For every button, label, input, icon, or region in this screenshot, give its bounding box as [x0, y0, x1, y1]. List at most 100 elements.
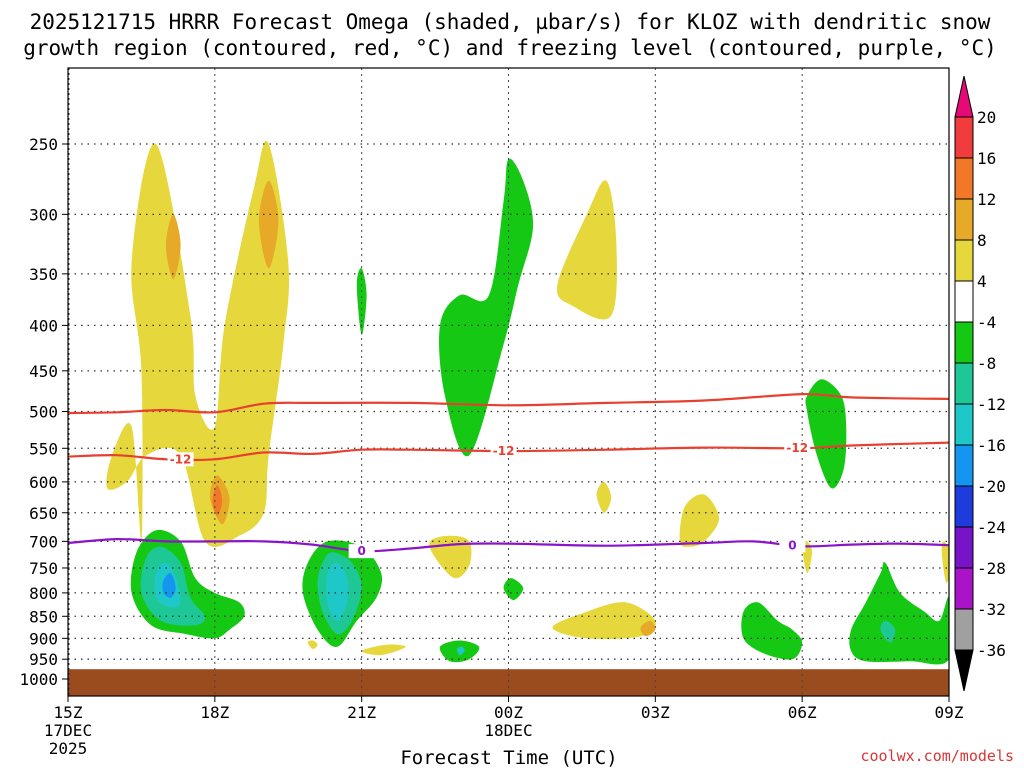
x-tick-label-33: 09Z — [935, 703, 964, 722]
y-tick-label-300: 300 — [29, 205, 58, 224]
colorbar-block-8 — [954, 444, 974, 487]
y-axis-pressure: 250 300 350 400 450 500 550 600 650 700 750 800 850 9… — [19, 135, 68, 689]
colorbar-label-5: -4 — [977, 313, 996, 332]
contour-label-dgz_cold-1: -12 — [493, 444, 515, 458]
omega-region-23 — [326, 562, 349, 621]
x-date-label-24: 18DEC — [484, 721, 532, 740]
colorbar-block-12 — [954, 608, 974, 651]
omega-region-2 — [258, 180, 279, 269]
credit-link[interactable]: coolwx.com/models — [860, 747, 1014, 765]
omega-region-14 — [941, 541, 949, 584]
contour-label-dgz_cold-2: -12 — [786, 441, 808, 455]
omega-region-27 — [741, 602, 803, 660]
colorbar-block-3 — [954, 239, 974, 282]
omega-region-5 — [556, 180, 617, 320]
x-tick-label-27: 03Z — [641, 703, 670, 722]
contour-dgz_warm — [68, 392, 949, 415]
colorbar-block-1 — [954, 157, 974, 200]
colorbar-label-8: -16 — [977, 436, 1006, 455]
y-tick-label-800: 800 — [29, 584, 58, 603]
colorbar-block-0 — [954, 116, 974, 159]
omega-region-26 — [503, 578, 524, 601]
contour-label-bg-freezing_level-0 — [348, 544, 375, 559]
colorbar-label-13: -36 — [977, 641, 1006, 660]
y-tick-label-700: 700 — [29, 532, 58, 551]
x-tick-label-30: 06Z — [788, 703, 817, 722]
y-tick-label-750: 750 — [29, 559, 58, 578]
y-tick-label-950: 950 — [29, 650, 58, 669]
omega-region-4 — [212, 485, 223, 516]
omega-shading — [106, 140, 949, 665]
contour-label-bg-dgz_cold-2 — [784, 441, 811, 456]
colorbar-label-0: 20 — [977, 108, 996, 127]
colorbar-label-1: 16 — [977, 149, 996, 168]
y-tick-label-400: 400 — [29, 316, 58, 335]
x-tick-label-18: 18Z — [200, 703, 229, 722]
grid — [68, 68, 949, 696]
y-tick-label-500: 500 — [29, 403, 58, 422]
y-tick-label-600: 600 — [29, 473, 58, 492]
omega-region-7 — [596, 481, 612, 513]
colorbar-block-7 — [954, 403, 974, 446]
colorbar-block-10 — [954, 526, 974, 569]
contour-label-freezing_level-0: 0 — [357, 544, 365, 558]
colorbar-label-2: 12 — [977, 190, 996, 209]
contour-label-bg-dgz_cold-0 — [167, 452, 194, 467]
colorbar-block-2 — [954, 198, 974, 241]
colorbar-bottom-tip — [954, 649, 974, 692]
omega-region-28 — [805, 379, 847, 489]
colorbar-label-3: 8 — [977, 231, 987, 250]
y-tick-label-450: 450 — [29, 362, 58, 381]
omega-region-20 — [162, 572, 176, 598]
contour-label-dgz_cold-0: -12 — [170, 452, 192, 466]
x-year-label-15: 2025 — [49, 739, 88, 758]
x-tick-label-15: 15Z — [54, 703, 83, 722]
colorbar-label-4: 4 — [977, 272, 987, 291]
x-date-label-15: 17DEC — [44, 721, 92, 740]
omega-region-30 — [880, 620, 896, 643]
omega-region-0 — [106, 140, 290, 548]
omega-region-8 — [679, 494, 719, 547]
colorbar-block-9 — [954, 485, 974, 528]
y-tick-label-900: 900 — [29, 629, 58, 648]
omega-region-10 — [640, 620, 656, 637]
colorbar-label-10: -24 — [977, 518, 1006, 537]
colorbar-block-11 — [954, 567, 974, 610]
y-tick-label-850: 850 — [29, 607, 58, 626]
omega-region-15 — [439, 158, 534, 457]
x-axis-label: Forecast Time (UTC) — [400, 747, 617, 768]
omega-region-29 — [849, 562, 949, 665]
omega-region-9 — [552, 602, 656, 640]
omega-region-16 — [356, 268, 367, 335]
omega-region-25 — [457, 646, 465, 656]
colorbar-label-7: -12 — [977, 395, 1006, 414]
colorbar-top-tip — [954, 75, 974, 118]
contour-label-freezing_level-1: 0 — [788, 538, 796, 552]
y-tick-label-550: 550 — [29, 439, 58, 458]
omega-region-11 — [361, 644, 406, 656]
omega-region-6 — [429, 535, 472, 579]
chart-title-line2: growth region (contoured, red, °C) and f… — [23, 36, 997, 60]
colorbar-block-6 — [954, 362, 974, 405]
colorbar-label-12: -32 — [977, 600, 1006, 619]
contour-freezing_level — [68, 537, 949, 553]
ground-surface — [68, 669, 949, 696]
colorbar-legend: 20 16 12 8 4 -4 -8 -12 -16 -20 -24 -28 -32 -36 — [954, 75, 1006, 692]
colorbar-block-5 — [954, 321, 974, 364]
contour-label-bg-freezing_level-1 — [779, 538, 806, 553]
colorbar-label-9: -20 — [977, 477, 1006, 496]
colorbar-label-11: -28 — [977, 559, 1006, 578]
omega-region-12 — [307, 640, 318, 649]
contour-label-bg-dgz_cold-1 — [490, 444, 517, 459]
y-tick-label-250: 250 — [29, 135, 58, 154]
x-tick-label-21: 21Z — [347, 703, 376, 722]
chart-title-line1: 2025121715 HRRR Forecast Omega (shaded, … — [30, 10, 991, 34]
y-tick-label-650: 650 — [29, 504, 58, 523]
y-tick-label-1000: 1000 — [19, 670, 58, 689]
y-tick-label-350: 350 — [29, 265, 58, 284]
x-tick-label-24: 00Z — [494, 703, 523, 722]
contours: -12 -12 -12 0 0 — [68, 392, 949, 559]
colorbar-block-4 — [954, 280, 974, 323]
